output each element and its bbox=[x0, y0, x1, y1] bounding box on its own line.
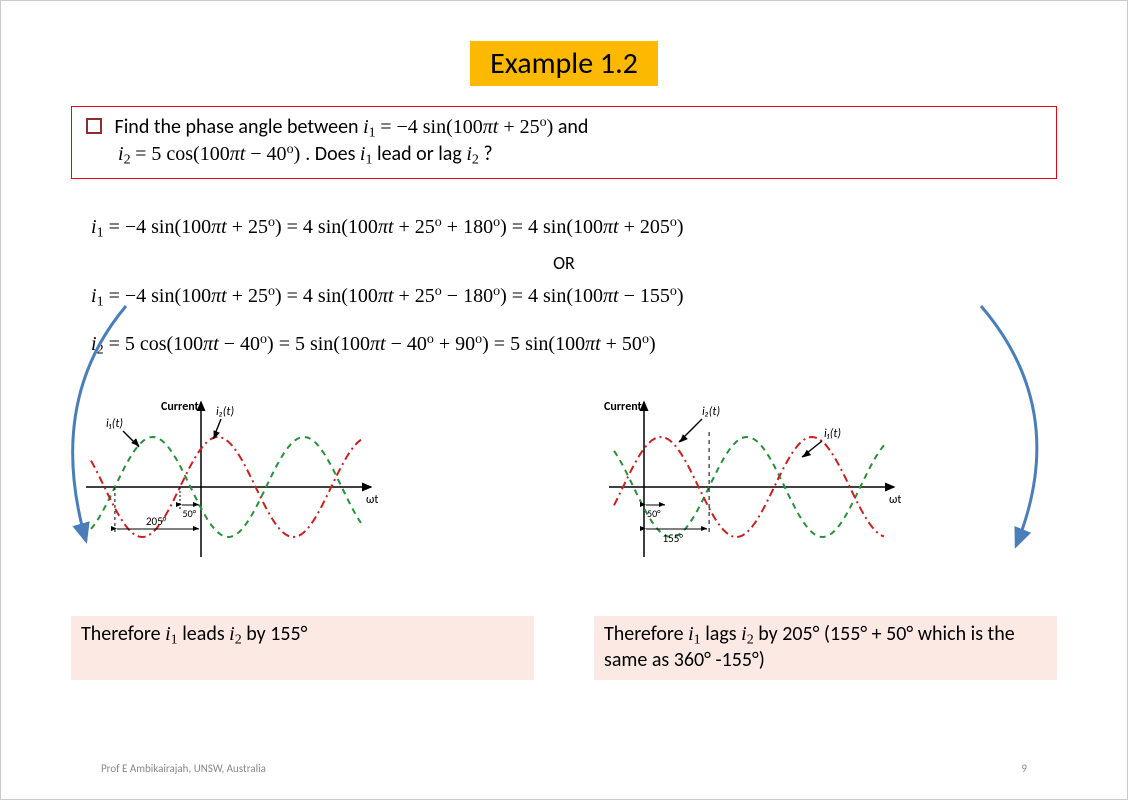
problem-and: and bbox=[558, 115, 589, 139]
chart-right: Current ωt i₂(t) i₁(t) 50°155° bbox=[594, 387, 914, 597]
conclusion-right: Therefore i1 lags i2 by 205° (155° + 50°… bbox=[594, 616, 1057, 680]
footer-author: Prof E Ambikairajah, UNSW, Australia bbox=[101, 762, 266, 775]
svg-text:ωt: ωt bbox=[366, 493, 378, 507]
svg-text:50°: 50° bbox=[183, 507, 197, 520]
page-number: 9 bbox=[1021, 762, 1027, 775]
svg-text:ωt: ωt bbox=[889, 493, 901, 507]
svg-text:205°: 205° bbox=[146, 515, 167, 528]
svg-text:i₁(t): i₁(t) bbox=[824, 427, 841, 441]
svg-text:Current: Current bbox=[604, 400, 642, 414]
svg-text:Current: Current bbox=[161, 400, 199, 414]
bullet-square-icon bbox=[86, 118, 102, 134]
i1-symbol: i1 bbox=[363, 116, 376, 138]
problem-text-1: Find the phase angle between bbox=[115, 115, 364, 139]
i1-expr: = −4 sin(100πt + 25o) bbox=[380, 116, 553, 138]
i2-q: i2 bbox=[466, 143, 479, 165]
slide-footer: Prof E Ambikairajah, UNSW, Australia 9 bbox=[101, 762, 1027, 775]
or-separator: OR bbox=[91, 252, 1037, 274]
slide: Example 1.2 Find the phase angle between… bbox=[0, 0, 1128, 800]
eq-line-1: i1 = −4 sin(100πt + 25o) = 4 sin(100πt +… bbox=[91, 215, 1037, 242]
chart-right-col: Current ωt i₂(t) i₁(t) 50°155° Therefore i1 … bbox=[594, 387, 1057, 680]
svg-text:i₂(t): i₂(t) bbox=[702, 405, 720, 419]
problem-statement: Find the phase angle between i1 = −4 sin… bbox=[71, 106, 1057, 179]
equations-block: i1 = −4 sin(100πt + 25o) = 4 sin(100πt +… bbox=[91, 215, 1037, 359]
chart-left-col: Current ωt i₁(t) i₂(t) 50° 205° Therefore i1 … bbox=[71, 387, 534, 680]
does-text: Does bbox=[315, 142, 360, 166]
svg-text:i₂(t): i₂(t) bbox=[216, 405, 234, 419]
svg-text:i₁(t): i₁(t) bbox=[106, 417, 123, 431]
chart-left: Current ωt i₁(t) i₂(t) 50° 205° bbox=[71, 387, 391, 597]
conclusion-left: Therefore i1 leads i2 by 155° bbox=[71, 616, 534, 680]
qmark: ? bbox=[483, 142, 492, 166]
i2-expr: = 5 cos(100πt − 40o) . bbox=[135, 143, 310, 165]
lead-or-lag: lead or lag bbox=[377, 142, 466, 166]
i2-symbol: i2 bbox=[118, 143, 131, 165]
slide-title: Example 1.2 bbox=[470, 41, 658, 86]
svg-text:50°: 50° bbox=[647, 507, 661, 520]
charts-row: Current ωt i₁(t) i₂(t) 50° 205° Therefore i1 … bbox=[71, 387, 1057, 680]
svg-text:155°: 155° bbox=[663, 532, 684, 545]
eq-line-2: i1 = −4 sin(100πt + 25o) = 4 sin(100πt +… bbox=[91, 284, 1037, 311]
eq-line-3: i2 = 5 cos(100πt − 40o) = 5 sin(100πt − … bbox=[91, 332, 1037, 359]
i1-q: i1 bbox=[360, 143, 373, 165]
